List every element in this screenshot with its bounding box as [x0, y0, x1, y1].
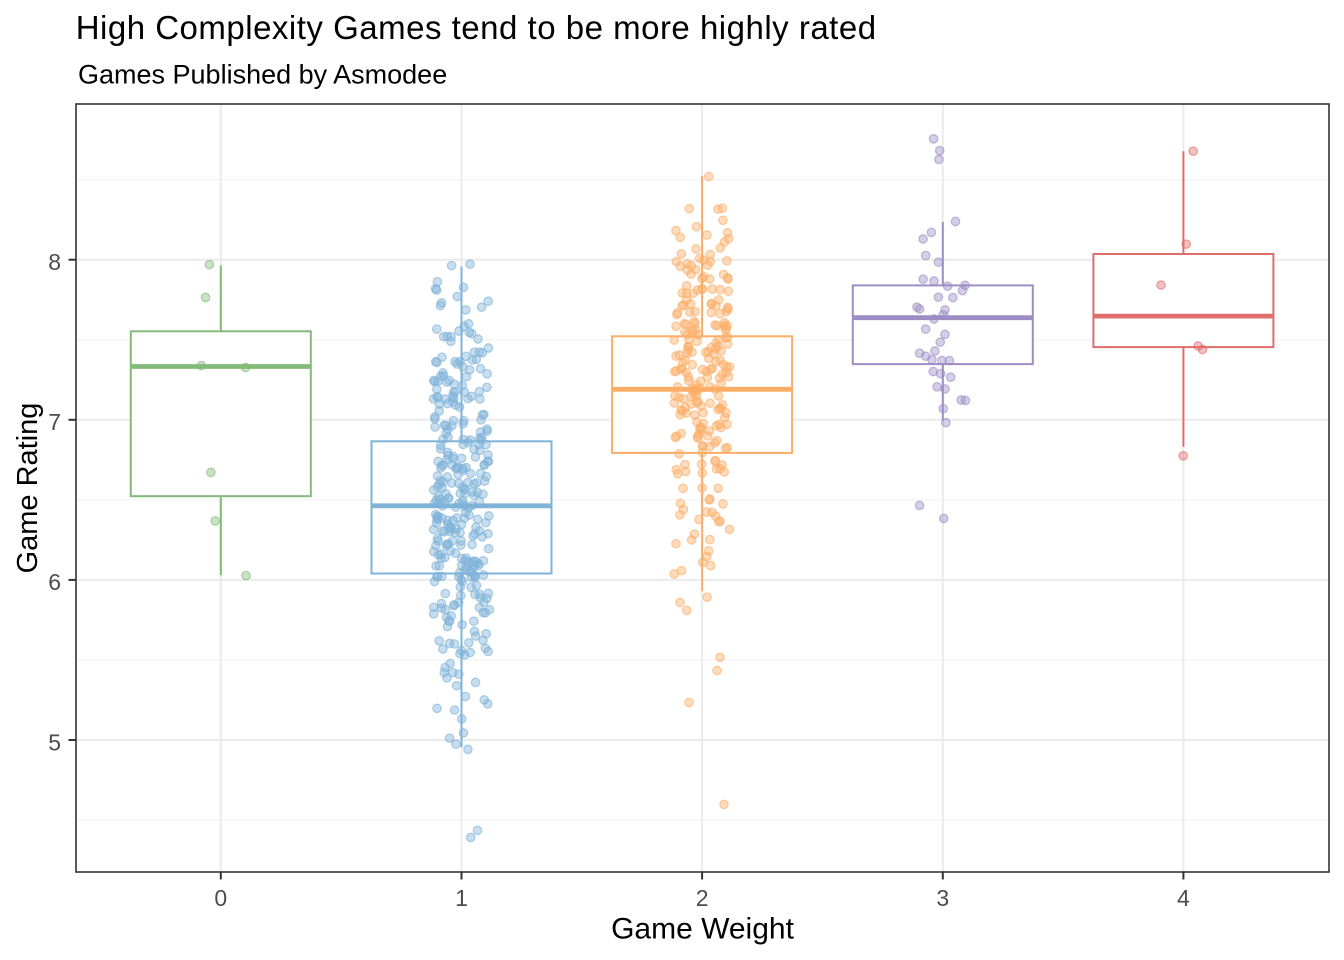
svg-text:Games Published by Asmodee: Games Published by Asmodee: [78, 60, 447, 90]
svg-text:Game Rating: Game Rating: [12, 403, 44, 574]
svg-text:5: 5: [48, 729, 61, 755]
svg-text:8: 8: [48, 249, 61, 275]
svg-text:High Complexity Games tend to: High Complexity Games tend to be more hi…: [76, 9, 877, 46]
svg-text:0: 0: [214, 885, 227, 911]
svg-text:6: 6: [48, 569, 61, 595]
svg-text:7: 7: [48, 409, 61, 435]
svg-text:1: 1: [455, 885, 468, 911]
svg-text:3: 3: [936, 885, 949, 911]
svg-text:4: 4: [1177, 885, 1190, 911]
svg-text:2: 2: [696, 885, 709, 911]
svg-text:Game Weight: Game Weight: [611, 913, 795, 946]
